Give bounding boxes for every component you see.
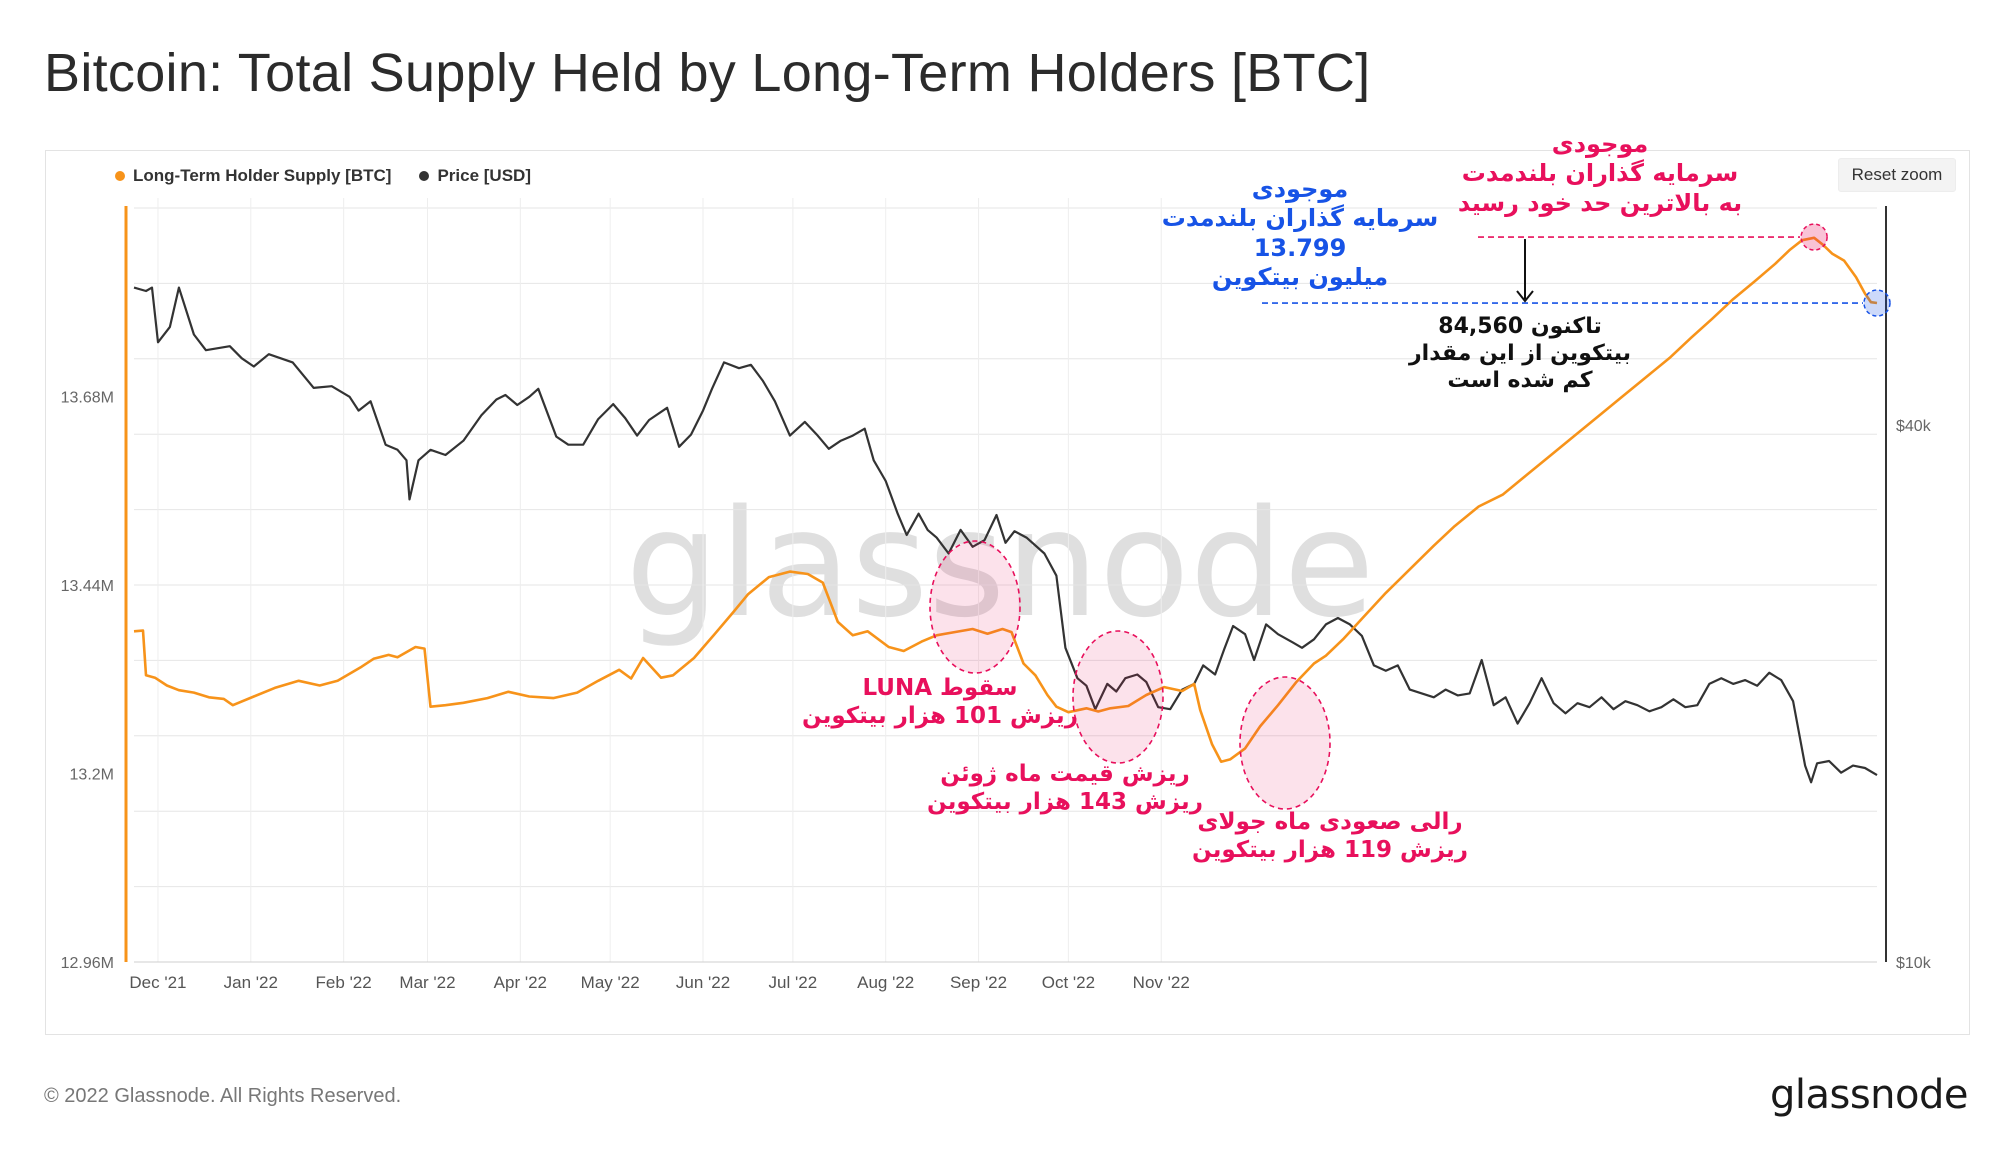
annotation-marks-layer (929, 223, 1891, 810)
annotation-decline-line-1: تاکنون 84,560 (1438, 314, 1602, 339)
annotation-july-line-1: رالی صعودی ماه جولای (1197, 809, 1463, 835)
legend-dot-lth-supply (115, 171, 125, 181)
y-right-tick-label: $40k (1896, 418, 1932, 435)
y-left-tick-label: 12.96M (61, 955, 114, 972)
x-tick-label: Mar '22 (399, 973, 455, 992)
annotation-decline-line-2: بیتکوین از این مقدار (1408, 340, 1632, 366)
annotation-peak-line-3: به بالاترین حد خود رسید (1457, 188, 1743, 217)
annotation-current-line-3: 13.799 (1253, 233, 1347, 262)
highlight-ellipse-luna (929, 540, 1021, 674)
x-tick-label: Nov '22 (1133, 973, 1190, 992)
legend-item-price[interactable]: Price [USD] (419, 166, 531, 186)
x-tick-label: May '22 (581, 973, 640, 992)
marker-peak (1800, 223, 1828, 251)
annotation-june-line-1: ریزش قیمت ماه ژوئن (940, 761, 1190, 787)
y-left-tick-label: 13.2M (70, 767, 114, 784)
axis-layer: 12.96M 13.2M 13.44M 13.68M $10k $40k Dec '21 Ja… (61, 206, 1932, 992)
x-tick-label: Jun '22 (676, 973, 730, 992)
legend-label-lth-supply: Long-Term Holder Supply [BTC] (133, 166, 392, 185)
series-layer (133, 236, 1878, 784)
annotation-july: رالی صعودی ماه جولای ریزش 119 هزار بیتکو… (1170, 808, 1490, 864)
annotation-peak-line-2: سرمایه گذاران بلندمدت (1461, 159, 1739, 188)
page-title: Bitcoin: Total Supply Held by Long-Term … (44, 43, 1371, 103)
annotation-decline-line-3: کم شده است (1447, 367, 1593, 393)
annotation-current-line-4: میلیون بیتکوین (1211, 262, 1389, 291)
x-tick-label: Jul '22 (769, 973, 818, 992)
highlight-ellipse-july (1239, 676, 1331, 810)
x-tick-label: Apr '22 (494, 973, 547, 992)
highlight-ellipse-june (1072, 630, 1164, 764)
y-left-tick-label: 13.44M (61, 578, 114, 595)
x-tick-label: Dec '21 (129, 973, 186, 992)
y-left-tick-label: 13.68M (61, 390, 114, 407)
legend-dot-price (419, 171, 430, 181)
series-line-price (133, 286, 1878, 784)
annotation-july-line-2: ریزش 119 هزار بیتکوین (1192, 837, 1468, 864)
series-line-lth-supply (133, 236, 1878, 763)
x-tick-label: Jan '22 (224, 973, 278, 992)
marker-current (1863, 289, 1891, 317)
reset-zoom-button[interactable]: Reset zoom (1838, 158, 1956, 192)
annotation-luna-line-2: ریزش 101 هزار بیتکوین (802, 703, 1078, 730)
annotation-luna-line-1: سقوط LUNA (862, 675, 1018, 701)
y-right-tick-label: $10k (1896, 955, 1932, 972)
annotation-peak-line-1: موجودی (1551, 130, 1649, 158)
x-tick-label: Aug '22 (857, 973, 914, 992)
x-tick-label: Sep '22 (950, 973, 1007, 992)
x-tick-label: Feb '22 (316, 973, 372, 992)
annotation-decline: تاکنون 84,560 بیتکوین از این مقدار کم شد… (1385, 314, 1655, 394)
legend-label-price: Price [USD] (437, 166, 531, 185)
annotation-current-line-2: سرمایه گذاران بلندمدت (1161, 204, 1439, 233)
annotation-june-line-2: ریزش 143 هزار بیتکوین (927, 789, 1203, 816)
legend-item-lth-supply[interactable]: Long-Term Holder Supply [BTC] (115, 166, 391, 186)
chart-frame (45, 150, 1970, 1035)
annotation-luna: سقوط LUNA ریزش 101 هزار بیتکوین (790, 674, 1090, 730)
annotation-june: ریزش قیمت ماه ژوئن ریزش 143 هزار بیتکوین (905, 760, 1225, 816)
chart-legend: Long-Term Holder Supply [BTC] Price [USD… (115, 166, 531, 186)
x-tick-label: Oct '22 (1042, 973, 1095, 992)
footer-logo[interactable]: glassnode (1769, 1072, 1969, 1118)
footer-copyright: © 2022 Glassnode. All Rights Reserved. (44, 1085, 402, 1107)
annotation-current-line-1: موجودی (1251, 175, 1349, 203)
annotation-current: موجودی سرمایه گذاران بلندمدت 13.799 میلی… (1150, 175, 1450, 292)
annotation-peak: موجودی سرمایه گذاران بلندمدت به بالاترین… (1435, 130, 1765, 218)
decline-arrow-head (1516, 290, 1534, 303)
watermark-text: glassnode (625, 478, 1374, 650)
